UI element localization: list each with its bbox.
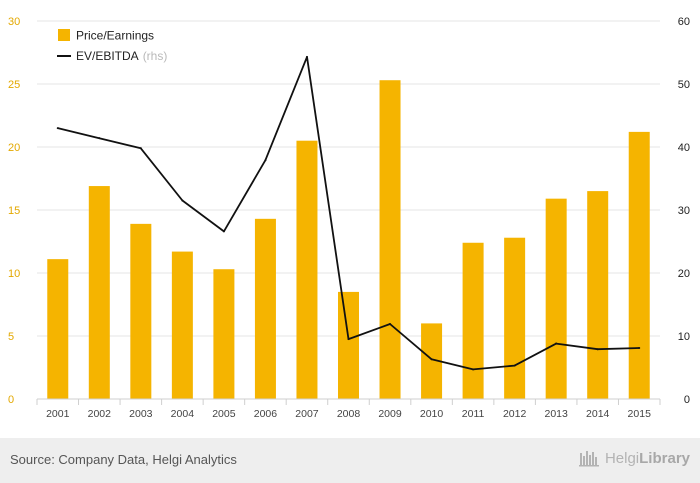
legend-label-rhs: (rhs) (143, 49, 168, 63)
legend-label-price-earnings: Price/Earnings (76, 29, 154, 43)
ev-ebitda-point (56, 127, 59, 130)
x-tick-label: 2001 (46, 408, 70, 420)
ev-ebitda-point (181, 199, 184, 202)
x-tick-label: 2002 (88, 408, 112, 420)
y-right-tick-label: 30 (678, 205, 690, 217)
x-tick-label: 2013 (544, 408, 568, 420)
bar-price-earnings (379, 80, 401, 399)
price-earnings-bars (47, 80, 650, 399)
footer: Source: Company Data, Helgi Analytics He… (0, 438, 700, 483)
y-left-tick-label: 10 (8, 268, 20, 280)
ev-ebitda-point (513, 364, 516, 367)
ev-ebitda-point (430, 358, 433, 361)
bar-price-earnings (545, 198, 567, 399)
bar-price-earnings (462, 242, 484, 399)
y-right-tick-label: 20 (678, 268, 690, 280)
bar-price-earnings (338, 291, 359, 399)
x-tick-label: 2012 (503, 408, 527, 420)
helgi-library-logo[interactable]: Helgi Library (578, 449, 690, 467)
ev-ebitda-point (139, 147, 142, 150)
x-tick-label: 2005 (212, 408, 236, 420)
brand-name-bold: Library (639, 449, 690, 467)
ev-ebitda-point (98, 137, 101, 140)
y-left-tick-label: 30 (8, 16, 20, 28)
source-note: Source: Company Data, Helgi Analytics (10, 452, 237, 467)
y-right-tick-label: 10 (678, 331, 690, 343)
bar-price-earnings (213, 269, 235, 399)
bar-price-earnings (171, 251, 193, 399)
x-tick-label: 2003 (129, 408, 153, 420)
y-left-tick-label: 20 (8, 142, 20, 154)
bar-price-earnings (587, 191, 609, 399)
bar-price-earnings (504, 237, 526, 399)
bar-price-earnings (421, 323, 443, 399)
y-left-tick-label: 0 (8, 394, 14, 406)
legend-swatch-price-earnings (58, 29, 70, 41)
legend-label-ev-ebitda-name: EV/EBITDA (76, 49, 139, 63)
bar-price-earnings (130, 223, 152, 399)
x-tick-label: 2014 (586, 408, 610, 420)
x-tick-label: 2004 (171, 408, 195, 420)
x-tick-label: 2009 (378, 408, 402, 420)
x-tick-label: 2015 (628, 408, 652, 420)
ev-ebitda-point (555, 342, 558, 345)
y-right-tick-label: 40 (678, 142, 690, 154)
x-tick-label: 2011 (462, 408, 485, 420)
x-tick-label: 2008 (337, 408, 361, 420)
ev-ebitda-point (638, 346, 641, 349)
x-tick-label: 2006 (254, 408, 278, 420)
y-left-tick-label: 15 (8, 205, 20, 217)
ev-ebitda-point (596, 348, 599, 351)
x-tick-label: 2010 (420, 408, 444, 420)
brand-name-regular: Helgi (604, 449, 640, 467)
bar-price-earnings (296, 140, 318, 399)
ev-ebitda-point (222, 230, 225, 233)
chart: 0 5 10 15 20 25 30 0 10 20 30 40 50 60 2001 2002 2003 200… (8, 16, 690, 420)
bar-price-earnings (254, 218, 276, 399)
bookshelf-icon (578, 451, 599, 467)
ev-ebitda-point (305, 55, 308, 58)
y-right-tick-label: 0 (684, 394, 690, 406)
ev-ebitda-point (389, 323, 392, 326)
bar-price-earnings (47, 259, 69, 399)
ev-ebitda-point (347, 338, 350, 341)
y-right-tick-label: 60 (678, 16, 690, 28)
ev-ebitda-point (472, 368, 475, 371)
bar-price-earnings (628, 131, 650, 399)
legend-label-ev-ebitda: EV/EBITDA (rhs) (76, 49, 167, 63)
bar-price-earnings (88, 186, 110, 399)
legend: Price/Earnings EV/EBITDA (rhs) (57, 29, 167, 63)
ev-ebitda-point (264, 159, 267, 162)
y-right-tick-label: 50 (678, 79, 690, 91)
x-tick-label: 2007 (295, 408, 319, 420)
axes: 0 5 10 15 20 25 30 0 10 20 30 40 50 60 2001 2002 2003 200… (8, 16, 690, 420)
y-left-tick-label: 25 (8, 79, 20, 91)
y-left-tick-label: 5 (8, 331, 14, 343)
ev-ebitda-line-group (56, 55, 641, 371)
